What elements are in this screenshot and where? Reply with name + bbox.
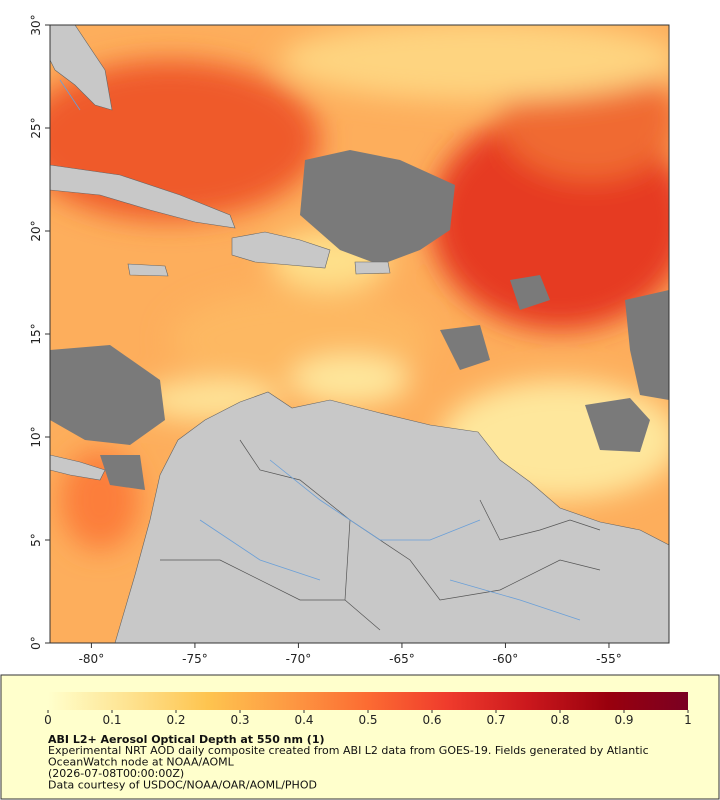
borders <box>160 439 601 631</box>
x-tick-label: -55° <box>596 652 622 666</box>
colorbar-tick-label: 0.7 <box>486 713 505 727</box>
colorbar-tick-label: 0.5 <box>358 713 377 727</box>
y-tick-label: 25° <box>29 117 43 138</box>
map-area <box>50 25 669 643</box>
colorbar-tick-label: 0 <box>44 713 52 727</box>
x-tick-label: -65° <box>389 652 415 666</box>
cloud-mask <box>50 150 669 490</box>
y-tick-label: 20° <box>29 220 43 241</box>
land <box>50 25 669 643</box>
y-tick-label: 5° <box>29 533 43 547</box>
colorbar-tick-label: 0.4 <box>294 713 313 727</box>
colorbar <box>48 692 688 710</box>
legend-note: (2026-07-08T00:00:00Z) <box>48 767 184 780</box>
x-tick-label: -80° <box>79 652 105 666</box>
colorbar-tick-label: 0.6 <box>422 713 441 727</box>
colorbar-tick-label: 1 <box>684 713 692 727</box>
legend-note: OceanWatch node at NOAA/AOML <box>48 756 235 769</box>
x-tick-label: -70° <box>286 652 312 666</box>
colorbar-tick-label: 0.8 <box>550 713 569 727</box>
colorbar-tick-label: 0.1 <box>102 713 121 727</box>
y-tick-label: 15° <box>29 323 43 344</box>
legend-note: Experimental NRT AOD daily composite cre… <box>48 744 649 757</box>
colorbar-tick-label: 0.3 <box>230 713 249 727</box>
legend-note: Data courtesy of USDOC/NOAA/OAR/AOML/PHO… <box>48 779 317 792</box>
colorbar-tick-label: 0.9 <box>614 713 633 727</box>
x-tick-label: -75° <box>182 652 208 666</box>
rivers <box>59 79 581 621</box>
y-tick-label: 0° <box>29 636 43 650</box>
colorbar-tick-label: 0.2 <box>166 713 185 727</box>
legend-title: ABI L2+ Aerosol Optical Depth at 550 nm … <box>48 733 325 746</box>
y-tick-label: 30° <box>29 14 43 35</box>
x-tick-label: -60° <box>493 652 519 666</box>
y-tick-label: 10° <box>29 426 43 447</box>
